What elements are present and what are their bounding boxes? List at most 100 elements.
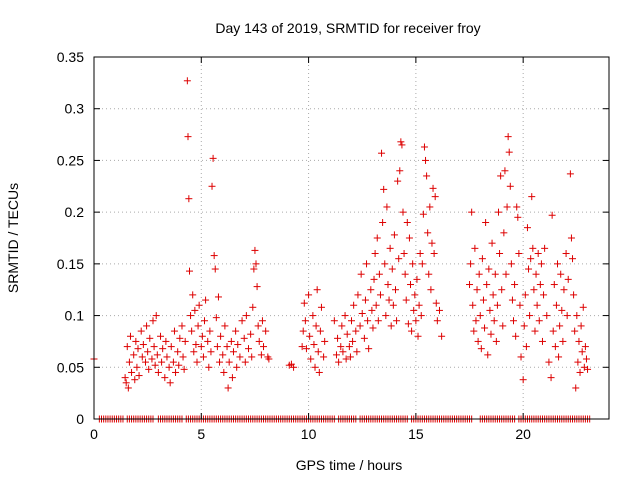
data-point <box>538 337 546 345</box>
data-point <box>573 312 581 320</box>
data-point <box>418 260 426 268</box>
data-point <box>428 239 436 247</box>
data-point <box>503 203 511 211</box>
data-point <box>393 317 401 325</box>
data-point <box>357 270 365 278</box>
data-point <box>251 246 259 254</box>
data-point <box>290 363 298 371</box>
plot-frame <box>93 56 610 420</box>
data-point <box>376 291 384 299</box>
data-point <box>354 291 362 299</box>
data-point <box>330 317 338 325</box>
x-tick-label: 0 <box>90 426 98 442</box>
data-point <box>123 343 131 351</box>
data-point <box>501 167 509 175</box>
data-point <box>528 193 536 201</box>
data-point <box>423 172 431 180</box>
data-point <box>236 353 244 361</box>
data-point <box>358 310 366 318</box>
data-point <box>240 334 248 342</box>
data-point <box>474 337 482 345</box>
data-point <box>144 348 152 356</box>
data-point <box>470 327 478 335</box>
data-point <box>204 337 212 345</box>
data-point <box>216 358 224 366</box>
data-point <box>258 317 266 325</box>
data-point <box>146 334 154 342</box>
data-point <box>339 348 347 356</box>
data-point <box>314 348 322 356</box>
data-point <box>138 353 146 361</box>
data-point <box>481 324 489 332</box>
data-point <box>533 301 541 309</box>
data-point <box>221 322 229 330</box>
data-point <box>337 343 345 351</box>
data-point <box>416 250 424 258</box>
data-point <box>211 265 219 273</box>
data-point <box>190 348 198 356</box>
data-point <box>535 317 543 325</box>
data-point <box>507 260 515 268</box>
data-point <box>179 353 187 361</box>
data-point <box>410 306 418 314</box>
data-point <box>405 234 413 242</box>
data-point <box>559 337 567 345</box>
data-point <box>241 358 249 366</box>
data-point <box>301 317 309 325</box>
data-point <box>316 327 324 335</box>
data-point <box>582 355 590 363</box>
data-point <box>250 265 258 273</box>
data-point <box>556 322 564 330</box>
data-point <box>386 244 394 252</box>
data-point <box>372 301 380 309</box>
data-point <box>543 312 551 320</box>
data-point <box>158 358 166 366</box>
data-point <box>563 312 571 320</box>
data-point <box>515 250 523 258</box>
data-point <box>412 317 420 325</box>
data-point <box>126 332 134 340</box>
data-point <box>537 260 545 268</box>
data-point <box>332 351 340 359</box>
data-point <box>229 348 237 356</box>
data-point <box>395 255 403 263</box>
data-point <box>497 172 505 180</box>
data-point <box>338 322 346 330</box>
x-tick-label: 10 <box>301 426 317 442</box>
data-point <box>170 327 178 335</box>
data-point <box>383 203 391 211</box>
data-point <box>508 296 516 304</box>
data-point <box>500 229 508 237</box>
data-point <box>135 372 143 380</box>
data-point <box>310 341 318 349</box>
data-point <box>409 260 417 268</box>
y-tick-label: 0.2 <box>65 204 85 220</box>
data-point <box>298 343 306 351</box>
data-point <box>183 77 191 85</box>
y-tick-label: 0 <box>76 411 84 427</box>
data-point <box>130 351 138 359</box>
data-point <box>368 306 376 314</box>
data-point <box>502 270 510 278</box>
y-tick-label: 0.35 <box>57 49 84 65</box>
axis-ticks <box>93 56 609 420</box>
data-point <box>341 312 349 320</box>
data-point <box>466 281 474 289</box>
chart-title: Day 143 of 2019, SRMTID for receiver fro… <box>215 20 480 36</box>
data-point <box>315 368 323 376</box>
data-point <box>558 306 566 314</box>
data-point <box>302 345 310 353</box>
data-point <box>426 203 434 211</box>
data-points <box>90 77 594 423</box>
y-tick-label: 0.1 <box>65 308 85 324</box>
data-point <box>172 368 180 376</box>
data-point <box>579 303 587 311</box>
data-point <box>153 351 161 359</box>
data-point <box>364 317 372 325</box>
data-point <box>209 154 217 162</box>
data-point <box>300 299 308 307</box>
data-point <box>192 341 200 349</box>
data-point <box>516 301 524 309</box>
data-point <box>435 306 443 314</box>
